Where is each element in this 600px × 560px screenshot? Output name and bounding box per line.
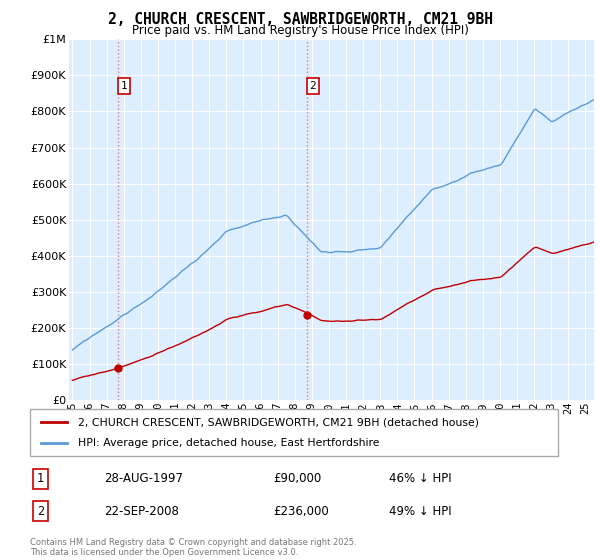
- Text: Price paid vs. HM Land Registry's House Price Index (HPI): Price paid vs. HM Land Registry's House …: [131, 24, 469, 36]
- Text: 49% ↓ HPI: 49% ↓ HPI: [389, 505, 452, 517]
- Text: 28-AUG-1997: 28-AUG-1997: [104, 472, 183, 485]
- Text: 22-SEP-2008: 22-SEP-2008: [104, 505, 179, 517]
- Text: HPI: Average price, detached house, East Hertfordshire: HPI: Average price, detached house, East…: [77, 438, 379, 448]
- Text: 46% ↓ HPI: 46% ↓ HPI: [389, 472, 452, 485]
- Text: Contains HM Land Registry data © Crown copyright and database right 2025.
This d: Contains HM Land Registry data © Crown c…: [30, 538, 356, 557]
- Text: £236,000: £236,000: [273, 505, 329, 517]
- Text: £90,000: £90,000: [273, 472, 321, 485]
- Text: 1: 1: [37, 472, 44, 485]
- FancyBboxPatch shape: [30, 409, 558, 456]
- Text: 2: 2: [37, 505, 44, 517]
- Text: 1: 1: [121, 81, 127, 91]
- Text: 2, CHURCH CRESCENT, SAWBRIDGEWORTH, CM21 9BH: 2, CHURCH CRESCENT, SAWBRIDGEWORTH, CM21…: [107, 12, 493, 27]
- Text: 2, CHURCH CRESCENT, SAWBRIDGEWORTH, CM21 9BH (detached house): 2, CHURCH CRESCENT, SAWBRIDGEWORTH, CM21…: [77, 417, 479, 427]
- Text: 2: 2: [310, 81, 316, 91]
